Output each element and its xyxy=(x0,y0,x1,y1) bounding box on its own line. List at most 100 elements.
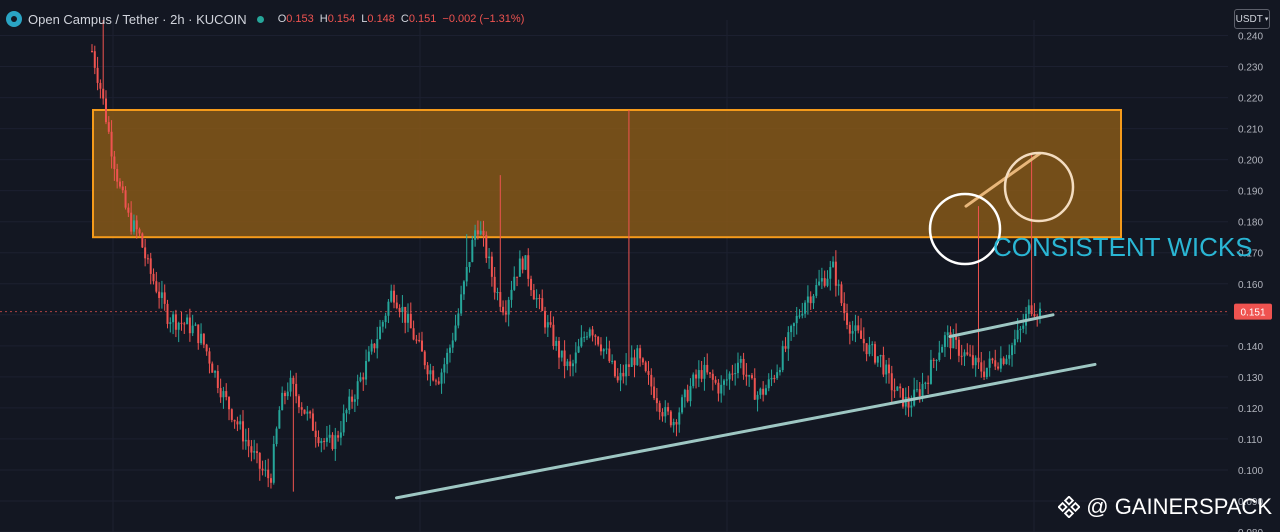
candle-body xyxy=(398,308,401,313)
candle-body xyxy=(599,344,602,352)
candle-body xyxy=(580,337,583,347)
candle-body xyxy=(613,360,616,377)
candle-body xyxy=(320,440,323,444)
y-tick-label: 0.090 xyxy=(1238,497,1263,508)
candle-body xyxy=(200,333,203,344)
candle-body xyxy=(91,51,93,53)
candle-body xyxy=(901,388,904,407)
candle-body xyxy=(283,392,286,397)
candle-body xyxy=(191,325,194,334)
candle-body xyxy=(507,299,510,315)
candle-body xyxy=(846,313,849,325)
candle-body xyxy=(583,336,586,338)
candle-body xyxy=(546,322,549,328)
candle-body xyxy=(1005,358,1008,364)
candle-body xyxy=(837,284,840,286)
candle-body xyxy=(616,376,619,381)
candle-body xyxy=(407,313,409,323)
candle-body xyxy=(569,361,572,367)
candle-body xyxy=(351,396,354,402)
candle-body xyxy=(717,382,720,394)
candle-body xyxy=(776,372,779,379)
candle-body xyxy=(692,374,695,387)
candle-body xyxy=(124,190,127,208)
candle-body xyxy=(356,381,359,400)
candle-body xyxy=(921,383,924,397)
candle-body xyxy=(107,122,110,132)
candle-body xyxy=(611,360,614,362)
candle-body xyxy=(764,388,767,395)
candle-body xyxy=(605,348,608,350)
candle-body xyxy=(683,389,686,398)
candle-body xyxy=(820,278,823,282)
candle-body xyxy=(681,397,684,413)
candle-body xyxy=(214,371,217,373)
candle-body xyxy=(932,359,935,361)
candle-body xyxy=(778,370,781,373)
candle-body xyxy=(770,377,773,380)
candle-body xyxy=(116,169,119,182)
candle-body xyxy=(166,303,169,324)
candle-body xyxy=(197,324,200,344)
candle-body xyxy=(426,365,429,375)
candle-body xyxy=(272,444,275,483)
currency-selector[interactable]: USDT ▾ xyxy=(1234,9,1270,29)
candle-body xyxy=(476,230,479,235)
candle-body xyxy=(787,332,790,349)
candle-body xyxy=(686,389,689,402)
candle-body xyxy=(390,290,393,302)
watermark-text: @ GAINERSPACK xyxy=(1086,494,1272,519)
candle-body xyxy=(317,437,320,444)
candle-body xyxy=(790,326,793,333)
resistance-zone-box xyxy=(92,108,1122,239)
candle-body xyxy=(499,292,502,307)
candle-body xyxy=(711,373,714,380)
candle-body xyxy=(641,358,644,363)
y-tick-label: 0.130 xyxy=(1238,373,1263,384)
candle-body xyxy=(832,261,835,268)
candle-body xyxy=(784,346,787,349)
candle-body xyxy=(440,372,443,384)
candle-body xyxy=(893,390,896,392)
candle-body xyxy=(504,312,507,315)
candle-body xyxy=(736,362,739,374)
candle-body xyxy=(723,380,725,385)
candle-body xyxy=(211,363,214,373)
candle-body xyxy=(887,364,890,374)
candle-body xyxy=(619,372,622,381)
candle-body xyxy=(502,306,505,313)
candle-body xyxy=(1002,358,1005,364)
candle-body xyxy=(462,281,465,295)
support-trendline xyxy=(394,362,1097,500)
candle-body xyxy=(93,51,96,68)
candle-body xyxy=(585,336,588,338)
candle-body xyxy=(885,364,888,375)
price-axis[interactable]: 0.240 0.230 0.220 0.210 0.200 0.190 0.180 0.170… xyxy=(1238,32,1263,532)
candle-body xyxy=(946,332,949,336)
candle-body xyxy=(971,355,974,366)
candle-body xyxy=(309,411,312,414)
candle-body xyxy=(695,374,698,379)
y-tick-label: 0.180 xyxy=(1238,218,1263,229)
candle-body xyxy=(678,412,681,425)
candle-body xyxy=(1011,345,1014,356)
candle-body xyxy=(706,364,709,373)
candle-body xyxy=(653,386,656,399)
candle-body xyxy=(988,358,991,368)
candle-body xyxy=(924,382,927,384)
candle-body xyxy=(806,296,809,303)
candle-body xyxy=(205,344,208,352)
candle-body xyxy=(874,344,877,363)
symbol-title[interactable]: Open Campus / Tether · 2h · KUCOIN xyxy=(28,11,247,27)
candle-body xyxy=(337,435,340,438)
candle-body xyxy=(829,267,832,279)
ohlc-close: C0.151 xyxy=(400,13,437,25)
candle-body xyxy=(882,355,885,375)
candle-body xyxy=(121,186,124,191)
candle-body xyxy=(622,372,625,377)
candle-body xyxy=(113,156,116,170)
candle-body xyxy=(552,324,555,347)
chevron-down-icon: ▾ xyxy=(1264,16,1269,23)
